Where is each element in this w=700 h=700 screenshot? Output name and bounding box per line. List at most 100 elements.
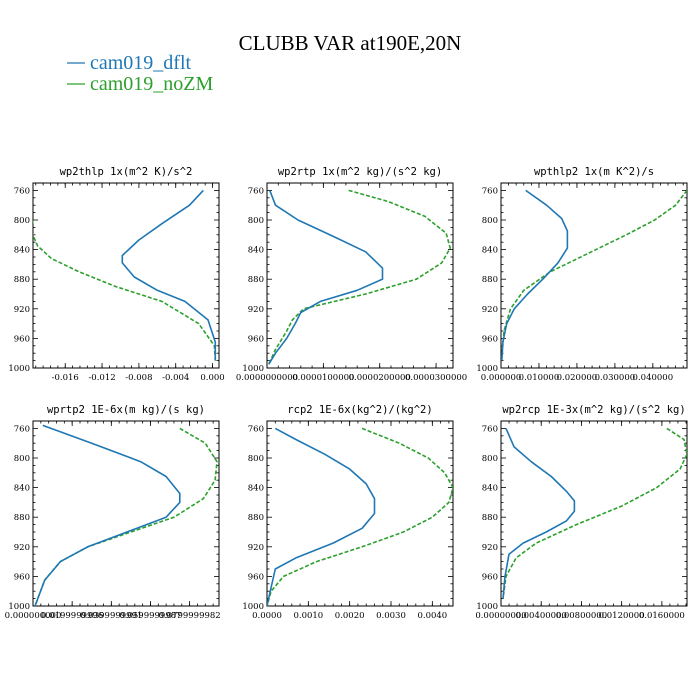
y-tick-label: 960 [482,572,498,582]
y-tick-label: 800 [14,216,30,226]
series-line-nozm [33,220,217,361]
plot-frame [32,420,220,607]
y-tick-label: 920 [14,543,30,553]
y-tick-label: 760 [14,424,30,434]
x-tick-label: 0.040000 [633,373,674,383]
y-tick-label: 840 [14,246,30,256]
y-tick-label: 840 [248,484,264,494]
x-tick-label: 0.000000000 [5,611,62,621]
panel-title: wp2thlp 1x(m^2 K)/s^2 [60,166,193,178]
x-tick-label: 0.0000200000 [349,373,411,383]
series-line-dflt [502,428,576,599]
y-tick-label: 880 [482,513,498,523]
series-line-nozm [34,427,218,606]
series-line-dflt [34,424,181,606]
y-tick-label: 840 [14,484,30,494]
y-tick-label: 760 [14,186,30,196]
y-tick-label: 880 [248,513,264,523]
y-tick-label: 960 [248,334,264,344]
y-tick-label: 760 [248,424,264,434]
x-tick-label: -0.004 [162,373,189,383]
plot-frame [266,182,454,369]
y-tick-label: 1000 [242,602,264,612]
y-tick-label: 880 [248,275,264,285]
series-line-nozm [267,189,452,365]
panel-4: wprtp2 1E-6x(m kg)/(s kg) 760 800 840 880 920… [5,404,221,621]
x-tick-label: -0.008 [125,373,152,383]
y-tick-label: 1000 [476,602,498,612]
y-tick-label: 960 [14,572,30,582]
y-tick-label: 840 [482,484,498,494]
y-tick-label: 880 [14,275,30,285]
y-tick-label: 960 [14,334,30,344]
y-tick-label: 880 [482,275,498,285]
x-tick-label: 0.0160000 [639,611,685,621]
figure-title: CLUBB VAR at190E,20N [239,31,462,55]
panel-5: rcp2 1E-6x(kg^2)/(kg^2) 760 800 840 880 920 96… [242,404,454,621]
x-tick-label: 0.0000300000 [405,373,467,383]
plot-frame [32,182,220,369]
x-tick-label: -0.016 [52,373,79,383]
x-tick-label: 0.000000 [481,373,522,383]
y-tick-label: 920 [482,305,498,315]
x-tick-label: 0.0599999987 [119,611,181,621]
x-tick-label: 0.030000 [595,373,636,383]
y-tick-label: 840 [248,246,264,256]
x-tick-label: 0.0000000000 [236,373,298,383]
panel-title: wp2rcp 1E-3x(m^2 kg)/(s^2 kg) [502,404,685,416]
panel-6: wp2rcp 1E-3x(m^2 kg)/(s^2 kg) 760 800 840 88… [475,404,688,621]
y-tick-label: 920 [482,543,498,553]
x-tick-label: 0.010000 [519,373,560,383]
panel-title: wpthlp2 1x(m K^2)/s [534,166,654,178]
x-tick-label: 0.0040 [417,611,447,621]
y-tick-label: 1000 [242,364,264,374]
y-tick-label: 760 [482,424,498,434]
plot-frame [266,420,454,607]
y-tick-label: 800 [248,454,264,464]
y-tick-label: 920 [14,305,30,315]
panels: wp2thlp 1x(m^2 K)/s^2 760 800 840 880 920 960 1… [5,166,688,621]
y-tick-label: 960 [482,334,498,344]
series-line-dflt [267,427,376,606]
x-tick-label: 0.0010 [293,611,323,621]
y-tick-label: 800 [482,216,498,226]
x-tick-label: 0.00400000 [516,611,567,621]
y-tick-label: 800 [14,454,30,464]
y-tick-label: 1000 [8,602,30,612]
legend: cam019_dflt cam019_noZM [67,52,214,95]
legend-label-dflt: cam019_dflt [90,52,192,74]
x-tick-label: 0.0020 [335,611,365,621]
x-tick-label: 0.0030 [376,611,406,621]
y-tick-label: 1000 [476,364,498,374]
panel-3: wpthlp2 1x(m K^2)/s 760 800 840 880 920 960 100… [476,166,688,383]
y-tick-label: 880 [14,513,30,523]
series-line-nozm [501,189,687,357]
series-line-dflt [121,189,217,361]
x-tick-label: 0.0799999982 [159,611,221,621]
x-tick-label: 0.0399999991 [80,611,142,621]
plot-frame [500,182,688,369]
panel-title: rcp2 1E-6x(kg^2)/(kg^2) [287,404,432,416]
panel-title: wprtp2 1E-6x(m kg)/(s kg) [47,404,205,416]
y-tick-label: 1000 [8,364,30,374]
y-tick-label: 960 [248,572,264,582]
panel-title: wp2rtp 1x(m^2 kg)/(s^2 kg) [278,166,442,178]
series-line-nozm [502,427,687,599]
y-tick-label: 800 [482,454,498,464]
legend-label-nozm: cam019_noZM [90,73,214,95]
x-tick-label: -0.012 [88,373,115,383]
x-tick-label: 0.020000 [557,373,598,383]
series-line-nozm [267,427,453,606]
x-tick-label: 0.0120000 [599,611,645,621]
panel-2: wp2rtp 1x(m^2 kg)/(s^2 kg) 760 800 840 880 92… [236,166,467,383]
y-tick-label: 760 [248,186,264,196]
y-tick-label: 760 [482,186,498,196]
y-tick-label: 800 [248,216,264,226]
x-tick-label: 0.00800000 [556,611,607,621]
y-tick-label: 840 [482,246,498,256]
y-tick-label: 920 [248,543,264,553]
series-line-dflt [268,190,384,365]
plot-frame [500,420,688,607]
